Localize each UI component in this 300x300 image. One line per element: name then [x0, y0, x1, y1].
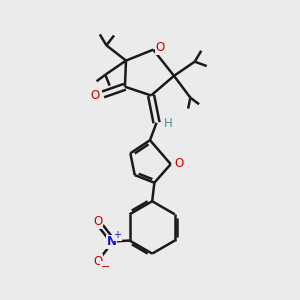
- Text: O: O: [93, 255, 103, 268]
- Text: −: −: [100, 262, 110, 272]
- Text: O: O: [90, 89, 99, 102]
- Text: O: O: [174, 157, 184, 169]
- Text: H: H: [164, 117, 173, 130]
- Text: O: O: [155, 41, 164, 54]
- Text: +: +: [113, 230, 122, 241]
- Text: O: O: [93, 215, 103, 229]
- Text: N: N: [106, 235, 117, 248]
